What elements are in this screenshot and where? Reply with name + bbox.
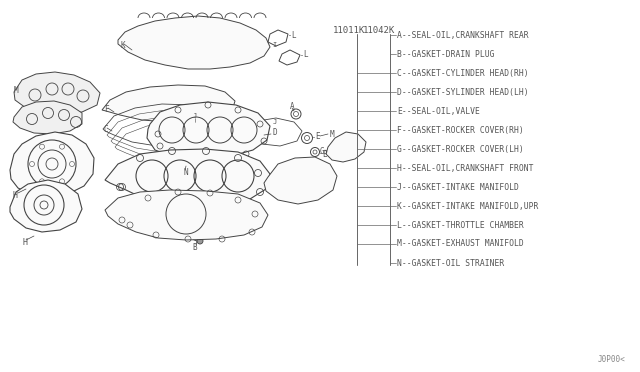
Text: B: B: [193, 243, 197, 251]
Text: 11011K: 11011K: [333, 26, 365, 35]
Text: J0P00<: J0P00<: [597, 355, 625, 364]
Polygon shape: [105, 149, 270, 207]
Text: I: I: [272, 42, 276, 48]
Text: J: J: [273, 119, 277, 125]
Text: C--GASKET-CYLINDER HEAD(RH): C--GASKET-CYLINDER HEAD(RH): [397, 68, 529, 77]
Text: L--GASKET-THROTTLE CHAMBER: L--GASKET-THROTTLE CHAMBER: [397, 221, 524, 230]
Polygon shape: [10, 180, 82, 232]
Text: L: L: [303, 49, 308, 58]
Text: A: A: [290, 102, 294, 110]
Text: N: N: [184, 167, 189, 176]
Text: G: G: [319, 147, 324, 155]
Text: H: H: [22, 237, 27, 247]
Text: F: F: [104, 105, 109, 113]
Polygon shape: [264, 157, 337, 204]
Text: M: M: [330, 129, 335, 138]
Text: B--GASKET-DRAIN PLUG: B--GASKET-DRAIN PLUG: [397, 49, 495, 58]
Polygon shape: [13, 101, 82, 134]
Text: D--GASKET-SYLINDER HEAD(LH): D--GASKET-SYLINDER HEAD(LH): [397, 87, 529, 96]
Text: E: E: [315, 131, 319, 141]
Text: C: C: [103, 125, 108, 134]
Polygon shape: [10, 132, 94, 197]
Circle shape: [197, 238, 203, 244]
Text: F--GASKET-ROCKER COVER(RH): F--GASKET-ROCKER COVER(RH): [397, 125, 524, 135]
Polygon shape: [102, 85, 235, 122]
Text: K--GASKET-INTAKE MANIFOLD,UPR: K--GASKET-INTAKE MANIFOLD,UPR: [397, 202, 538, 211]
Text: N--GASKET-OIL STRAINER: N--GASKET-OIL STRAINER: [397, 259, 504, 267]
Text: E--SEAL-OIL,VALVE: E--SEAL-OIL,VALVE: [397, 106, 480, 115]
Text: A--SEAL-OIL,CRANKSHAFT REAR: A--SEAL-OIL,CRANKSHAFT REAR: [397, 31, 529, 39]
Text: 11042K: 11042K: [363, 26, 396, 35]
Polygon shape: [118, 16, 270, 69]
Text: H--SEAL-OIL,CRANKSHAFT FRONT: H--SEAL-OIL,CRANKSHAFT FRONT: [397, 164, 534, 173]
Text: J--GASKET-INTAKE MANIFOLD: J--GASKET-INTAKE MANIFOLD: [397, 183, 519, 192]
Text: M: M: [14, 86, 19, 94]
Text: E: E: [322, 150, 326, 158]
Text: L: L: [291, 31, 296, 39]
Text: D: D: [273, 128, 278, 137]
Polygon shape: [14, 72, 100, 114]
Polygon shape: [105, 190, 268, 240]
Text: J: J: [193, 113, 197, 119]
Polygon shape: [326, 132, 366, 162]
Text: K: K: [120, 41, 125, 49]
Text: M--GASKET-EXHAUST MANIFOLD: M--GASKET-EXHAUST MANIFOLD: [397, 240, 524, 248]
Text: H: H: [12, 190, 17, 199]
Text: G--GASKET-ROCKER COVER(LH): G--GASKET-ROCKER COVER(LH): [397, 144, 524, 154]
Polygon shape: [147, 102, 270, 159]
